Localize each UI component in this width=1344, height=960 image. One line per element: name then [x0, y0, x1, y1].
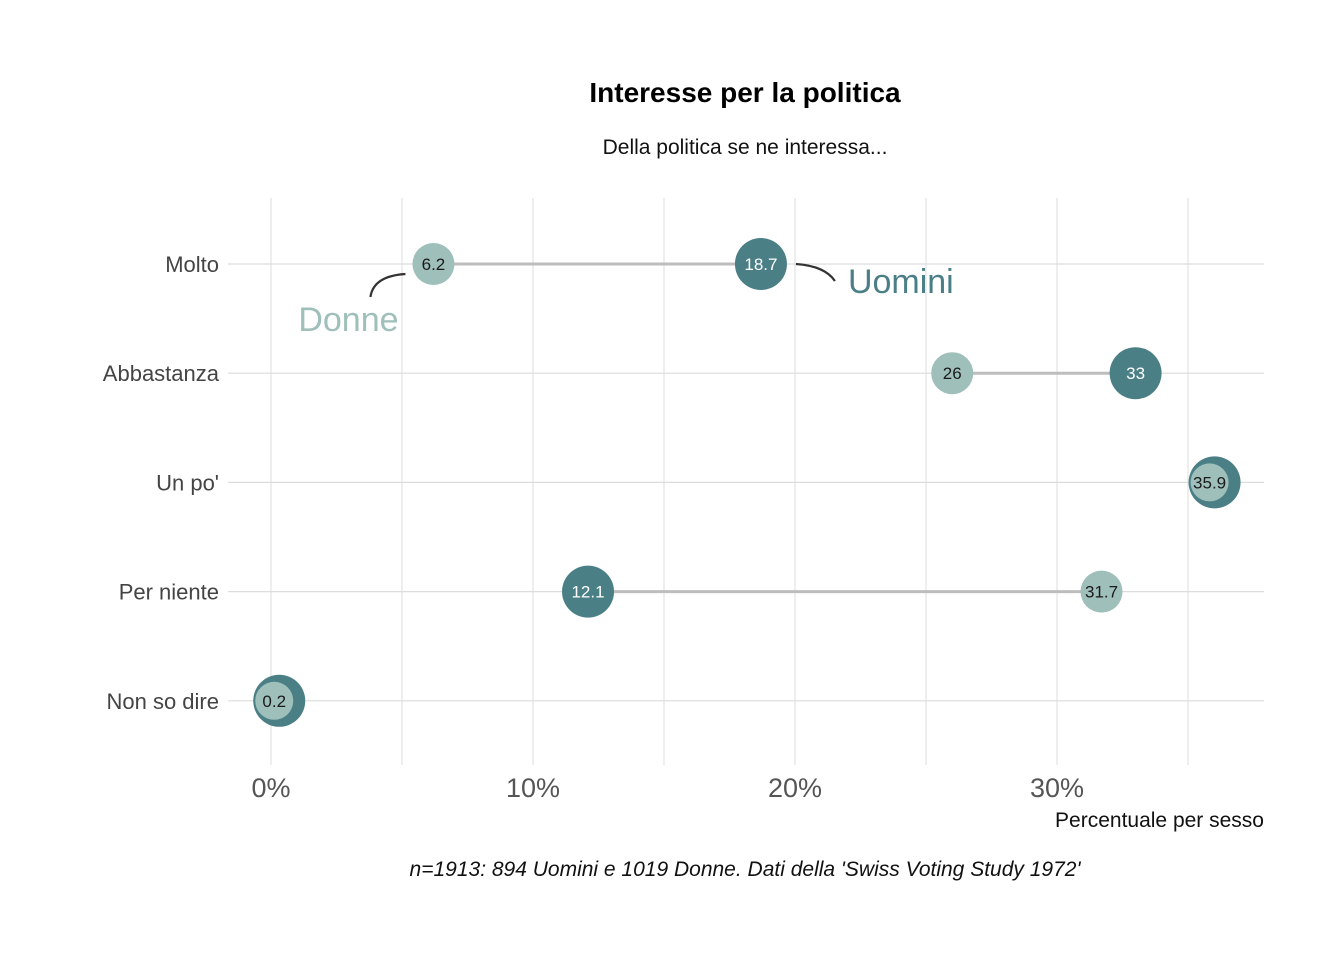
- point-donne: [1190, 463, 1229, 502]
- x-axis-label: Percentuale per sesso: [1055, 809, 1264, 832]
- data-label-uomini: 12.1: [571, 583, 604, 602]
- x-tick-label: 20%: [768, 773, 822, 803]
- data-points: 18.7 6.2 33 26 35.9 12.1 31.7 0.2: [253, 238, 1241, 727]
- point-donne: [255, 681, 294, 720]
- y-tick-label: Per niente: [119, 580, 219, 605]
- legend-label-uomini: Uomini: [848, 263, 954, 301]
- data-label-donne: 35.9: [1193, 473, 1226, 492]
- annotation-curve-donne: [369, 272, 406, 298]
- point-donne: [412, 243, 455, 285]
- data-label-donne: 31.7: [1085, 583, 1118, 602]
- point-donne: [1080, 570, 1123, 613]
- dumbbell-segments: [433, 262, 1136, 594]
- x-tick-label: 0%: [251, 773, 290, 803]
- data-label-uomini: 33: [1126, 364, 1145, 383]
- y-tick-label: Non so dire: [106, 689, 219, 714]
- y-axis-ticks: Molto Abbastanza Un po' Per niente Non so di…: [103, 252, 220, 714]
- y-tick-label: Abbastanza: [103, 361, 220, 386]
- point-donne: [931, 352, 974, 395]
- data-label-uomini: 18.7: [744, 255, 777, 274]
- data-label-donne: 6.2: [422, 255, 446, 274]
- x-axis-ticks: 0% 10% 20% 30%: [251, 773, 1084, 803]
- y-tick-label: Un po': [156, 470, 219, 495]
- point-uomini: [1109, 347, 1162, 400]
- y-tick-label: Molto: [165, 252, 219, 277]
- data-label-donne: 26: [943, 364, 962, 383]
- chart-caption: n=1913: 894 Uomini e 1019 Donne. Dati de…: [410, 858, 1082, 881]
- chart-subtitle: Della politica se ne interessa...: [603, 136, 888, 159]
- x-tick-label: 30%: [1030, 773, 1084, 803]
- annotation-curve-uomini: [795, 262, 836, 282]
- point-uomini: [562, 565, 615, 618]
- chart-title: Interesse per la politica: [589, 77, 901, 108]
- point-uomini: [734, 238, 787, 290]
- legend-label-donne: Donne: [298, 301, 398, 339]
- inline-legend: Donne Uomini: [298, 262, 954, 339]
- x-tick-label: 10%: [506, 773, 560, 803]
- data-label-donne: 0.2: [262, 692, 286, 711]
